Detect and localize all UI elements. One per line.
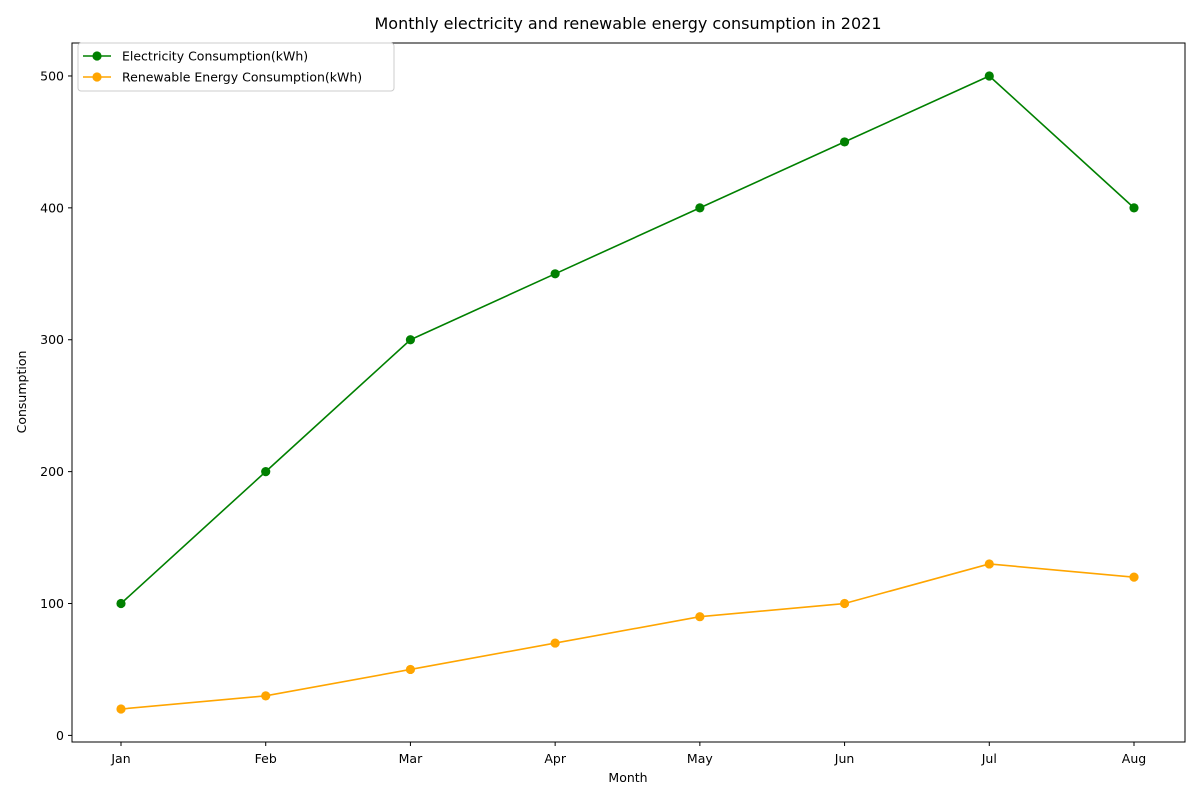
- data-point: [1129, 572, 1139, 582]
- y-tick-label: 400: [40, 200, 64, 215]
- x-tick-label: Feb: [255, 751, 277, 766]
- data-point: [1129, 203, 1139, 213]
- chart-title: Monthly electricity and renewable energy…: [374, 14, 881, 33]
- data-point: [695, 203, 705, 213]
- x-tick-label: Jun: [834, 751, 855, 766]
- data-point: [839, 598, 850, 609]
- x-tick-label: Aug: [1122, 751, 1146, 766]
- series-layer: [116, 71, 1139, 714]
- y-axis: 0 100 200 300 400 500: [40, 68, 72, 743]
- data-point: [550, 638, 560, 648]
- x-tick-label: May: [687, 751, 713, 766]
- legend-marker: [92, 51, 102, 61]
- legend-label: Electricity Consumption(kWh): [122, 49, 308, 64]
- x-tick-label: Apr: [544, 751, 566, 766]
- y-tick-label: 300: [40, 332, 64, 347]
- x-axis: Jan Feb Mar Apr May Jun Jul Aug: [110, 742, 1146, 766]
- plot-area: [71, 42, 1186, 743]
- data-point: [695, 612, 705, 622]
- x-tick-label: Jan: [110, 751, 130, 766]
- data-point: [261, 691, 271, 701]
- series-1: [116, 71, 1139, 609]
- series-line: [120, 563, 1135, 710]
- data-point: [116, 704, 126, 714]
- y-axis-label: Consumption: [14, 351, 29, 434]
- legend-label: Renewable Energy Consumption(kWh): [122, 70, 362, 85]
- data-point: [550, 269, 560, 279]
- y-tick-label: 500: [40, 68, 64, 83]
- data-point: [839, 137, 850, 147]
- data-point: [405, 335, 416, 345]
- y-tick-label: 200: [40, 464, 64, 479]
- data-point: [261, 467, 271, 477]
- x-axis-label: Month: [608, 770, 647, 785]
- series-line: [120, 75, 1135, 605]
- legend: Electricity Consumption(kWh) Renewable En…: [77, 42, 395, 92]
- x-tick-label: Jul: [981, 751, 997, 766]
- legend-marker: [92, 72, 102, 82]
- data-point: [984, 71, 994, 81]
- legend-item-1: Electricity Consumption(kWh): [83, 49, 308, 64]
- data-point: [405, 664, 416, 675]
- y-tick-label: 0: [56, 728, 64, 743]
- y-tick-label: 100: [40, 596, 64, 611]
- data-point: [116, 598, 126, 609]
- series-2: [116, 559, 1139, 714]
- legend-item-2: Renewable Energy Consumption(kWh): [83, 70, 362, 85]
- x-tick-label: Mar: [399, 751, 423, 766]
- legend-box: [77, 42, 395, 92]
- data-point: [984, 559, 994, 569]
